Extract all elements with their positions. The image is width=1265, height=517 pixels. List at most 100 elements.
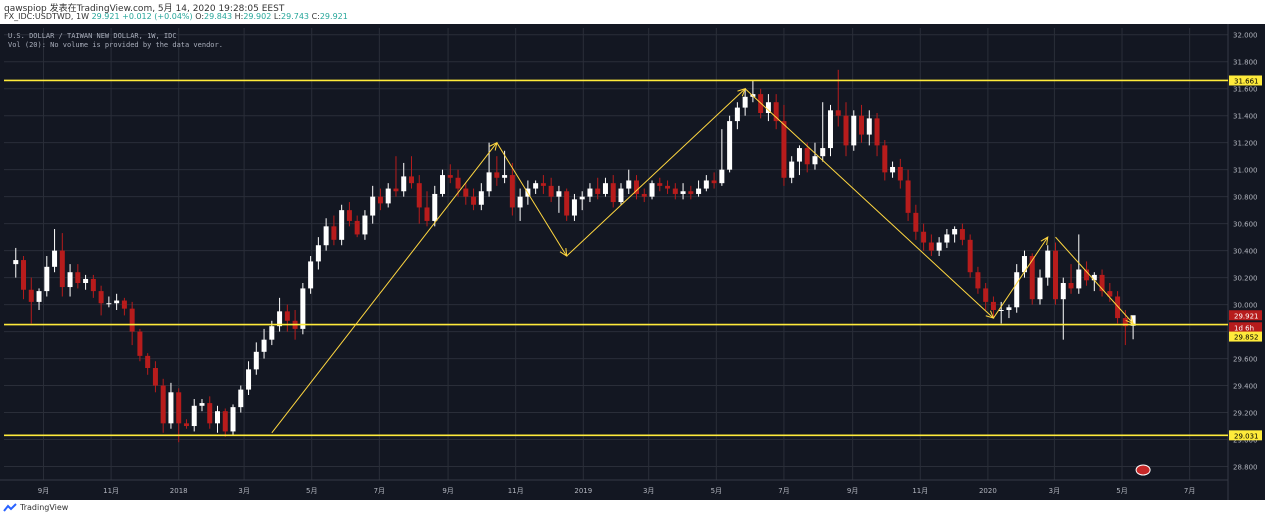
y-tick-label: 30.000: [1233, 302, 1258, 310]
candle-body: [75, 272, 81, 284]
x-tick-label: 11月: [508, 487, 524, 495]
x-tick-label: 3月: [643, 487, 654, 495]
candle-body: [494, 172, 500, 178]
candle-body: [773, 102, 779, 122]
close-label: C:: [311, 12, 320, 21]
candle-body: [52, 250, 58, 267]
candle-body: [269, 326, 275, 340]
candle-body: [890, 166, 896, 173]
last-price: 29.921: [91, 12, 120, 21]
candle-body: [711, 180, 717, 184]
candle-body: [734, 107, 740, 122]
candle-body: [641, 193, 647, 197]
candle-body: [882, 145, 888, 173]
candle-body: [789, 161, 795, 178]
candle-body: [509, 175, 515, 208]
candle-body: [796, 148, 802, 162]
candle-body: [727, 121, 733, 170]
candlestick-chart[interactable]: 28.80029.00029.20029.40029.60029.80030.0…: [0, 24, 1265, 504]
candle-body: [564, 191, 570, 216]
symbol-label: FX_IDC:USDTWD, 1W: [4, 12, 90, 21]
candle-body: [377, 196, 383, 204]
price-label-box: [1229, 331, 1262, 342]
candle-body: [742, 96, 748, 108]
x-tick-label: 5月: [711, 487, 722, 495]
candle-body: [59, 250, 65, 288]
candle-body: [222, 411, 228, 432]
trend-line: [271, 142, 498, 434]
candle-body: [1021, 256, 1027, 273]
candle-body: [820, 148, 826, 157]
trend-line: [1055, 236, 1134, 324]
candle-body: [680, 191, 686, 194]
candle-body: [866, 118, 872, 135]
candle-body: [253, 351, 259, 370]
publish-info: qawspiop 发表在TradingView.com, 5月 14, 2020…: [4, 4, 285, 14]
candle-body: [998, 309, 1004, 311]
candle-body: [432, 193, 438, 221]
candle-body: [703, 180, 709, 189]
candle-body: [556, 191, 562, 197]
candle-body: [393, 188, 399, 192]
candle-body: [408, 176, 414, 184]
candle-body: [176, 392, 182, 424]
candle-body: [626, 180, 632, 189]
candle-body: [424, 207, 430, 221]
candle-body: [672, 188, 678, 194]
x-tick-label: 2019: [574, 487, 592, 495]
candle-body: [936, 242, 942, 251]
chart-canvas[interactable]: 28.80029.00029.20029.40029.60029.80030.0…: [0, 24, 1265, 504]
candle-body: [897, 166, 903, 181]
candle-body: [215, 411, 221, 424]
candle-body: [1068, 283, 1074, 289]
candle-body: [1076, 269, 1082, 289]
x-tick-label: 11月: [103, 487, 119, 495]
high-label: H:: [234, 12, 244, 21]
candle-body: [284, 311, 290, 321]
x-tick-label: 2018: [170, 487, 188, 495]
trend-line: [993, 236, 1049, 319]
brand-name: TradingView: [20, 503, 69, 512]
candle-body: [440, 175, 446, 194]
candle-body: [331, 226, 337, 240]
x-tick-label: 3月: [238, 487, 249, 495]
candle-body: [207, 403, 213, 424]
x-tick-label: 11月: [912, 487, 928, 495]
candle-body: [688, 191, 694, 194]
x-tick-label: 7月: [374, 487, 385, 495]
x-tick-label: 7月: [1184, 487, 1195, 495]
price-label-text: 29.031: [1234, 432, 1259, 440]
y-tick-label: 30.600: [1233, 221, 1258, 229]
price-label-box: [1229, 75, 1262, 86]
candle-body: [595, 188, 601, 194]
candle-body: [827, 110, 833, 149]
candle-body: [323, 226, 329, 246]
candle-body: [315, 245, 321, 262]
candle-body: [781, 121, 787, 178]
candle-body: [1091, 274, 1097, 281]
candle-body: [1060, 283, 1066, 300]
candle-body: [486, 172, 492, 192]
candle-body: [1029, 256, 1035, 300]
y-tick-label: 29.400: [1233, 383, 1258, 391]
candle-body: [98, 291, 104, 304]
open-label: O:: [195, 12, 205, 21]
candle-body: [851, 115, 857, 146]
candle-body: [610, 183, 616, 203]
candle-body: [370, 196, 376, 216]
tradingview-logo-icon: [3, 503, 17, 512]
candle-body: [455, 177, 461, 189]
candle-body: [944, 234, 950, 243]
candle-body: [339, 210, 345, 240]
candle-body: [1014, 272, 1020, 308]
x-tick-label: 9月: [442, 487, 453, 495]
candle-body: [354, 220, 360, 235]
y-tick-label: 31.800: [1233, 59, 1258, 67]
candle-body: [874, 118, 880, 146]
y-tick-label: 30.200: [1233, 275, 1258, 283]
candle-body: [44, 266, 50, 292]
y-tick-label: 29.200: [1233, 410, 1258, 418]
candle-body: [478, 191, 484, 205]
price-label-text: 31.661: [1234, 77, 1259, 85]
y-tick-label: 31.600: [1233, 86, 1258, 94]
